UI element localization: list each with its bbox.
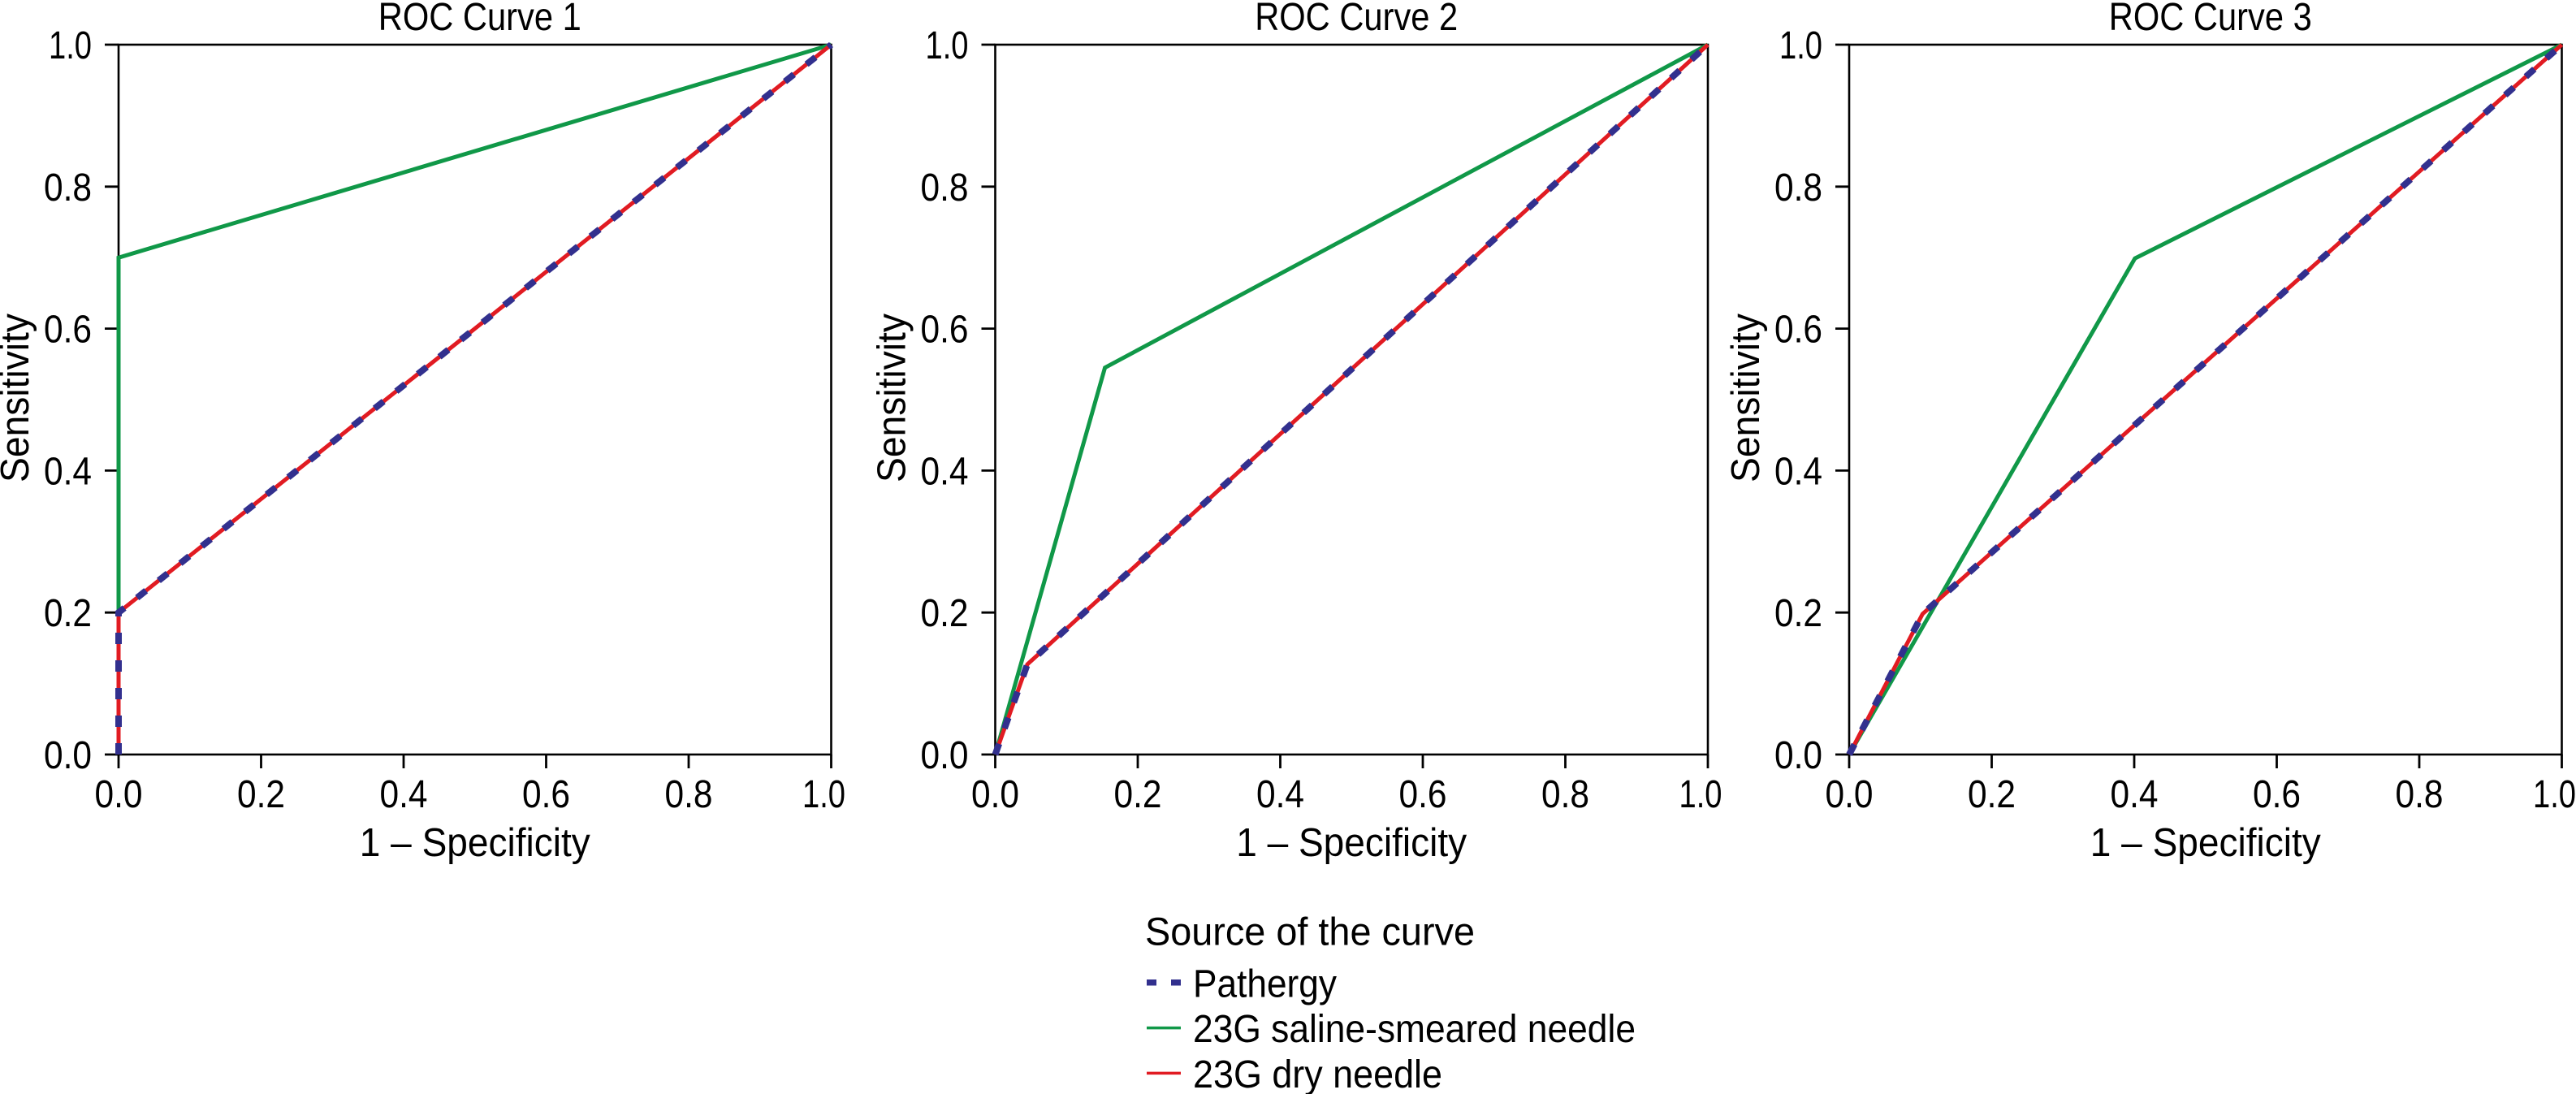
svg-text:1.0: 1.0 xyxy=(926,24,969,67)
svg-text:23G dry needle: 23G dry needle xyxy=(1193,1053,1442,1094)
svg-text:0.6: 0.6 xyxy=(1399,773,1447,816)
svg-text:0.4: 0.4 xyxy=(2111,773,2159,816)
svg-text:Pathergy: Pathergy xyxy=(1193,962,1337,1005)
svg-text:Source of the curve: Source of the curve xyxy=(1145,911,1475,954)
svg-text:0.0: 0.0 xyxy=(1826,773,1874,816)
svg-text:0.0: 0.0 xyxy=(1774,734,1822,777)
svg-text:0.4: 0.4 xyxy=(1256,773,1304,816)
svg-text:0.0: 0.0 xyxy=(44,734,92,777)
svg-text:0.4: 0.4 xyxy=(1774,450,1822,493)
svg-text:0.6: 0.6 xyxy=(1774,309,1822,352)
svg-text:23G saline-smeared needle: 23G saline-smeared needle xyxy=(1193,1008,1636,1051)
svg-text:0.6: 0.6 xyxy=(522,773,570,816)
svg-text:Sensitivity: Sensitivity xyxy=(871,313,914,482)
svg-text:0.2: 0.2 xyxy=(1774,592,1822,635)
svg-text:0.0: 0.0 xyxy=(921,734,969,777)
svg-text:0.8: 0.8 xyxy=(921,166,969,210)
svg-text:0.6: 0.6 xyxy=(921,309,969,352)
svg-text:1 – Specificity: 1 – Specificity xyxy=(1236,821,1467,865)
svg-text:1.0: 1.0 xyxy=(802,773,845,816)
svg-text:1 – Specificity: 1 – Specificity xyxy=(2090,821,2321,865)
svg-text:Sensitivity: Sensitivity xyxy=(1724,313,1768,482)
svg-text:1.0: 1.0 xyxy=(2533,773,2576,816)
svg-text:0.2: 0.2 xyxy=(921,592,969,635)
svg-text:Sensitivity: Sensitivity xyxy=(0,313,37,482)
svg-text:1.0: 1.0 xyxy=(49,24,92,67)
svg-text:0.2: 0.2 xyxy=(237,773,285,816)
svg-text:0.8: 0.8 xyxy=(1541,773,1589,816)
svg-text:0.8: 0.8 xyxy=(1774,166,1822,210)
svg-text:0.0: 0.0 xyxy=(95,773,143,816)
svg-text:1 – Specificity: 1 – Specificity xyxy=(360,821,590,865)
svg-text:ROC Curve 1: ROC Curve 1 xyxy=(378,0,581,39)
svg-text:0.8: 0.8 xyxy=(665,773,713,816)
svg-text:0.8: 0.8 xyxy=(44,166,92,210)
svg-text:0.8: 0.8 xyxy=(2396,773,2444,816)
svg-text:0.4: 0.4 xyxy=(921,450,969,493)
svg-text:0.4: 0.4 xyxy=(44,450,92,493)
svg-text:ROC Curve 3: ROC Curve 3 xyxy=(2109,0,2312,39)
svg-text:0.2: 0.2 xyxy=(1968,773,2016,816)
svg-text:0.0: 0.0 xyxy=(971,773,1019,816)
svg-text:0.6: 0.6 xyxy=(2253,773,2301,816)
svg-text:0.6: 0.6 xyxy=(44,309,92,352)
svg-text:ROC Curve 2: ROC Curve 2 xyxy=(1255,0,1458,39)
svg-text:0.2: 0.2 xyxy=(44,592,92,635)
svg-text:1.0: 1.0 xyxy=(1679,773,1722,816)
svg-text:0.2: 0.2 xyxy=(1114,773,1162,816)
svg-text:1.0: 1.0 xyxy=(1779,24,1822,67)
svg-text:0.4: 0.4 xyxy=(380,773,428,816)
